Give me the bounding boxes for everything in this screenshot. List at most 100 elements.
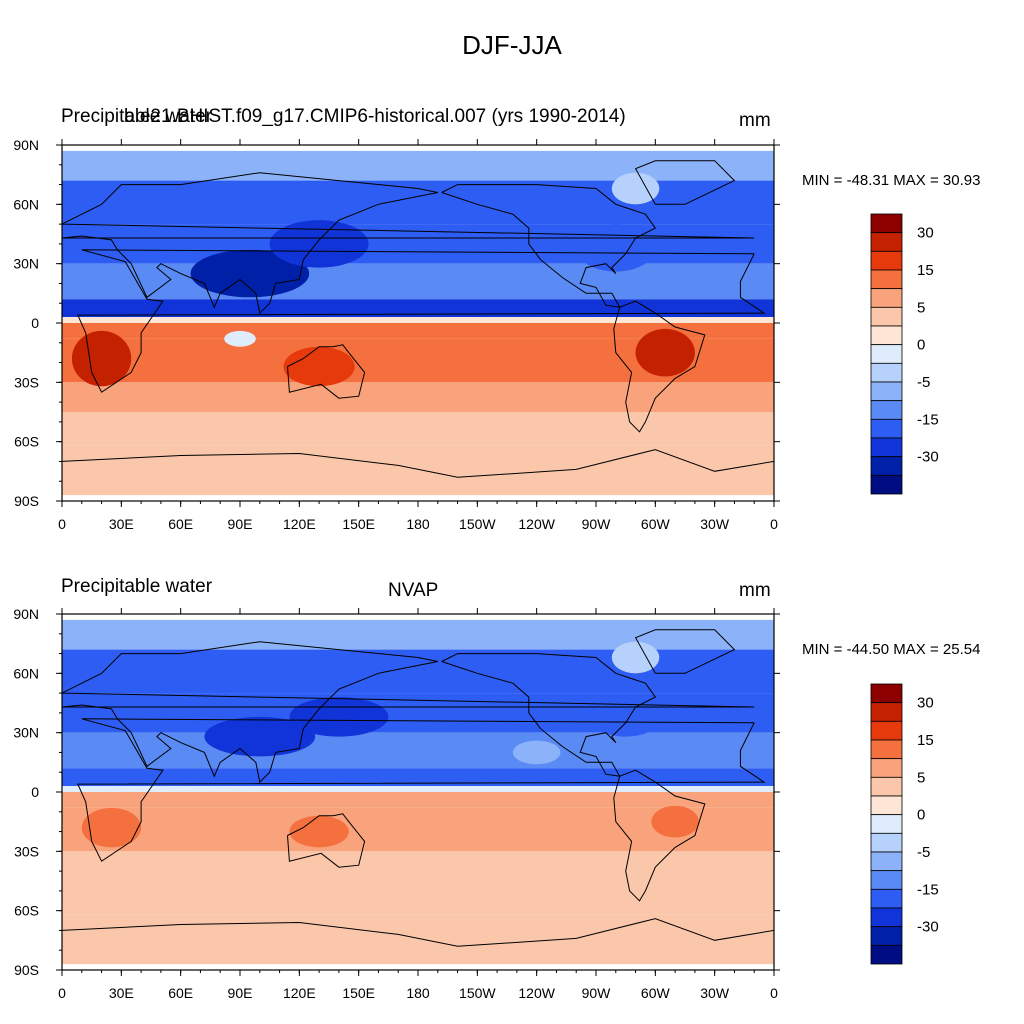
field-band <box>62 693 774 733</box>
x-tick-label: 60E <box>168 985 193 1001</box>
colorbar-label: -15 <box>917 881 939 898</box>
x-tick-label: 120W <box>518 985 555 1001</box>
panel2-center-label: NVAP <box>388 580 439 601</box>
x-tick-label: 60E <box>168 516 193 532</box>
colorbar-box <box>870 250 903 271</box>
field-band <box>62 914 774 965</box>
colorbar-label: 30 <box>917 225 934 242</box>
colorbar-label: 15 <box>917 732 934 749</box>
x-tick-label: 90W <box>582 985 612 1001</box>
panel-2-field <box>62 619 774 965</box>
colorbar-label: 5 <box>917 769 925 786</box>
y-tick-label: 90N <box>13 137 39 153</box>
panel-1-plot: 0 30E 60E 90E 120E 150E 180 150W 120W 90W 60W 30W 0 9… <box>13 137 938 532</box>
field-blob <box>71 330 132 387</box>
colorbar-label: 5 <box>917 299 925 316</box>
x-tick-label: 90E <box>228 985 253 1001</box>
colorbar-label: -5 <box>917 844 930 861</box>
field-blob <box>224 330 256 347</box>
field-band <box>62 382 774 412</box>
coastline <box>613 300 706 433</box>
field-blob <box>81 807 142 848</box>
colorbar-box <box>870 702 903 722</box>
colorbar-box <box>870 795 903 816</box>
field-blob <box>269 220 369 268</box>
coastline <box>62 172 755 315</box>
colorbar-box <box>870 739 903 760</box>
coastline <box>62 641 755 784</box>
panel1-units: mm <box>739 110 771 131</box>
colorbar-label: -15 <box>917 411 939 428</box>
field-blob <box>590 697 662 737</box>
colorbar-box <box>870 870 903 890</box>
y-tick-label: 30N <box>13 725 39 741</box>
field-band <box>62 619 774 650</box>
x-tick-label: 120W <box>518 516 555 532</box>
field-blob <box>283 346 355 387</box>
x-tick-label: 180 <box>406 985 430 1001</box>
y-tick-label: 60N <box>13 196 39 212</box>
x-tick-label: 90W <box>582 516 612 532</box>
panel-2-plot: 0 30E 60E 90E 120E 150E 180 150W 120W 90W 60W 30W 0 9… <box>13 606 938 1001</box>
x-tick-label: 180 <box>406 516 430 532</box>
field-blob <box>190 249 310 298</box>
x-tick-label: 30W <box>700 985 730 1001</box>
field-blob <box>576 224 656 272</box>
field-blob <box>204 716 316 757</box>
y-tick-label: 0 <box>31 315 39 331</box>
colorbar-box <box>870 814 903 834</box>
x-tick-label: 0 <box>58 985 66 1001</box>
colorbar-label: 15 <box>917 262 934 279</box>
colorbar-box <box>870 306 903 327</box>
panel2-left-label: Precipitable water <box>61 576 213 597</box>
coastline <box>441 184 657 308</box>
panel-1-field <box>62 150 774 496</box>
colorbar-label: 30 <box>917 695 934 712</box>
y-tick-label: 90S <box>14 493 39 509</box>
coastline <box>441 653 657 777</box>
coastline <box>634 629 736 674</box>
y-tick-label: 60S <box>14 903 39 919</box>
field-band <box>62 317 774 323</box>
field-band <box>62 792 774 808</box>
colorbar-box <box>870 381 903 402</box>
y-tick-label: 30S <box>14 843 39 859</box>
colorbar-box <box>870 907 903 928</box>
coastline <box>613 769 706 902</box>
colorbar-box <box>870 344 903 364</box>
colorbar-label: -30 <box>917 919 939 936</box>
field-band <box>62 224 774 264</box>
colorbar-box <box>870 232 903 252</box>
field-band <box>62 851 774 881</box>
x-tick-label: 120E <box>283 516 316 532</box>
colorbar-box <box>870 269 903 290</box>
field-band <box>62 881 774 915</box>
x-tick-label: 120E <box>283 985 316 1001</box>
colorbar-box <box>870 288 903 308</box>
colorbar-box <box>870 325 903 346</box>
x-tick-label: 150W <box>459 985 496 1001</box>
colorbar-label: 0 <box>917 807 925 824</box>
y-tick-label: 30N <box>13 256 39 272</box>
colorbar-box <box>870 758 903 778</box>
coastline <box>77 249 766 393</box>
field-band <box>62 445 774 496</box>
x-tick-label: 150W <box>459 516 496 532</box>
colorbar-box <box>870 437 903 458</box>
colorbar-box <box>870 944 903 965</box>
field-blob <box>289 815 349 848</box>
y-tick-label: 30S <box>14 374 39 390</box>
coastline <box>62 449 774 478</box>
field-band <box>62 299 774 318</box>
colorbar-box <box>870 888 903 909</box>
x-tick-label: 0 <box>58 516 66 532</box>
colorbar-label: -5 <box>917 374 930 391</box>
panel1-min-max: MIN = -48.31 MAX = 30.93 <box>802 172 981 189</box>
x-tick-label: 150E <box>342 985 375 1001</box>
field-band <box>62 732 774 769</box>
y-tick-label: 90S <box>14 962 39 978</box>
panel1-left-label: Precipitable water <box>61 106 213 127</box>
x-tick-label: 0 <box>770 985 778 1001</box>
y-tick-label: 60N <box>13 665 39 681</box>
field-blob <box>512 740 561 765</box>
